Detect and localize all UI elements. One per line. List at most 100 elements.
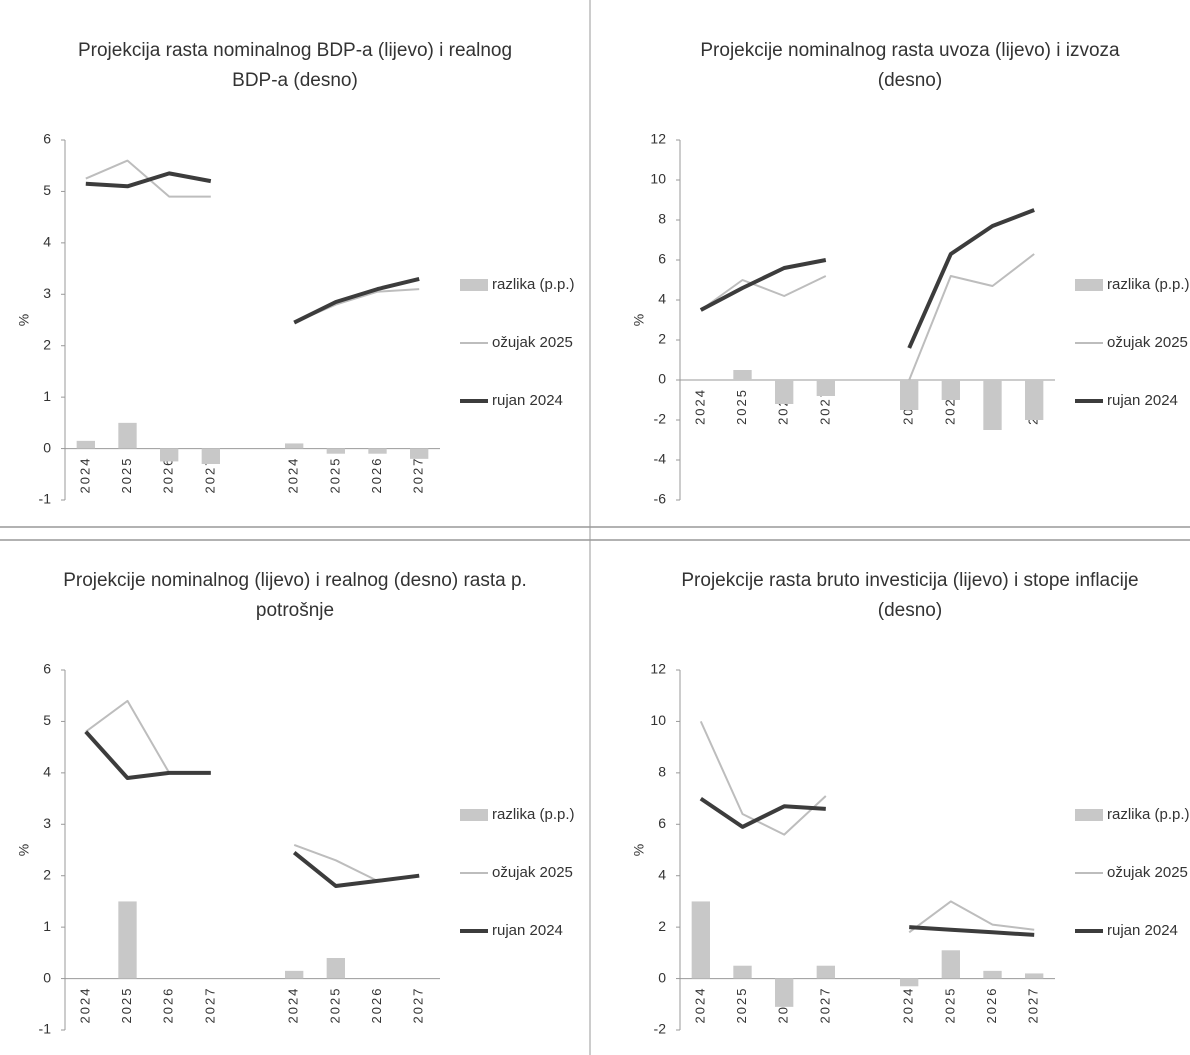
legend-swatch (1075, 279, 1103, 291)
y-tick-label: 0 (43, 439, 51, 455)
y-tick-label: 8 (658, 211, 666, 227)
bar (816, 965, 835, 979)
x-tick-label: 2024 (286, 457, 301, 494)
y-tick-label: -2 (654, 1021, 667, 1037)
y-tick-label: 0 (658, 371, 666, 387)
x-tick-label: 2026 (369, 457, 384, 494)
y-tick-label: 5 (43, 182, 51, 198)
legend-label: rujan 2024 (492, 922, 563, 939)
y-tick-label: 2 (43, 336, 51, 352)
y-tick-label: -1 (39, 491, 52, 507)
y-tick-label: 0 (43, 969, 51, 985)
legend-label: ožujak 2025 (1107, 334, 1188, 351)
chart-title: Projekcije rasta bruto investicija (lije… (681, 570, 1139, 621)
chart-title: Projekcije nominalnog (lijevo) i realnog… (63, 570, 527, 621)
bar (118, 422, 137, 449)
bar (900, 978, 919, 987)
bar (983, 380, 1002, 430)
y-tick-label: -2 (654, 411, 667, 427)
bar (160, 448, 179, 462)
x-tick-label: 2025 (119, 987, 134, 1024)
y-axis-label: % (631, 844, 647, 856)
y-tick-label: 2 (658, 331, 666, 347)
bar (285, 443, 304, 449)
legend-label: rujan 2024 (492, 392, 563, 409)
bar (733, 965, 752, 979)
x-tick-label: 2026 (161, 457, 176, 494)
legend-label: razlika (p.p.) (492, 276, 575, 293)
legend-swatch (460, 809, 488, 821)
y-tick-label: 12 (650, 131, 666, 147)
y-tick-label: 3 (43, 285, 51, 301)
y-axis-label: % (631, 314, 647, 326)
y-tick-label: 4 (43, 764, 51, 780)
y-tick-label: 2 (43, 866, 51, 882)
legend-label: razlika (p.p.) (1107, 806, 1190, 823)
x-tick-label: 2024 (692, 388, 707, 425)
bar (368, 448, 387, 454)
x-tick-label: 2027 (817, 987, 832, 1024)
bar (983, 970, 1002, 979)
x-tick-label: 2027 (411, 987, 426, 1024)
x-tick-label: 2025 (734, 987, 749, 1024)
y-axis-label: % (16, 844, 32, 856)
y-tick-label: 10 (650, 712, 666, 728)
bar (1025, 380, 1044, 420)
bar (410, 448, 429, 459)
bar (285, 970, 304, 979)
y-tick-label: 4 (43, 234, 51, 250)
x-tick-label: 2027 (411, 457, 426, 494)
legend-label: rujan 2024 (1107, 392, 1178, 409)
y-tick-label: 3 (43, 815, 51, 831)
bar (733, 370, 752, 380)
line-series (84, 730, 420, 888)
line-series (699, 208, 1035, 349)
x-tick-label: 2025 (327, 457, 342, 494)
y-axis-label: % (16, 314, 32, 326)
x-tick-label: 2025 (119, 457, 134, 494)
x-tick-label: 2027 (202, 987, 217, 1024)
x-tick-label: 2026 (984, 987, 999, 1024)
legend-label: ožujak 2025 (492, 864, 573, 881)
y-tick-label: 2 (658, 918, 666, 934)
y-tick-label: -4 (654, 451, 667, 467)
x-tick-label: 2025 (327, 987, 342, 1024)
x-tick-label: 2024 (286, 987, 301, 1024)
legend-label: ožujak 2025 (1107, 864, 1188, 881)
y-tick-label: 10 (650, 171, 666, 187)
line-series (700, 253, 1035, 381)
y-tick-label: -1 (39, 1021, 52, 1037)
x-tick-label: 2024 (77, 457, 92, 494)
legend-label: rujan 2024 (1107, 922, 1178, 939)
bar (900, 380, 919, 410)
x-tick-label: 2025 (734, 388, 749, 425)
y-tick-label: 12 (650, 661, 666, 677)
x-tick-label: 2027 (202, 457, 217, 494)
y-tick-label: 4 (658, 866, 666, 882)
bar (201, 448, 220, 464)
chart-title: Projekcija rasta nominalnog BDP-a (lijev… (77, 40, 513, 91)
y-tick-label: 1 (43, 388, 51, 404)
bar (816, 380, 835, 396)
line-series (85, 699, 420, 882)
x-tick-label: 2024 (77, 987, 92, 1024)
chart-title: Projekcije nominalnog rasta uvoza (lijev… (700, 40, 1120, 91)
line-series (699, 796, 1035, 937)
y-tick-label: 8 (658, 764, 666, 780)
legend-label: ožujak 2025 (492, 334, 573, 351)
bar (775, 380, 794, 404)
x-tick-label: 2027 (1026, 987, 1041, 1024)
bar (1025, 973, 1044, 979)
y-tick-label: 6 (658, 815, 666, 831)
y-tick-label: 6 (43, 131, 51, 147)
bar (775, 978, 794, 1007)
x-tick-label: 2024 (901, 987, 916, 1024)
bar (326, 958, 345, 979)
y-tick-label: 4 (658, 291, 666, 307)
legend-swatch (460, 279, 488, 291)
legend-label: razlika (p.p.) (1107, 276, 1190, 293)
y-tick-label: 6 (658, 251, 666, 267)
x-tick-label: 2026 (369, 987, 384, 1024)
line-series (85, 171, 420, 325)
